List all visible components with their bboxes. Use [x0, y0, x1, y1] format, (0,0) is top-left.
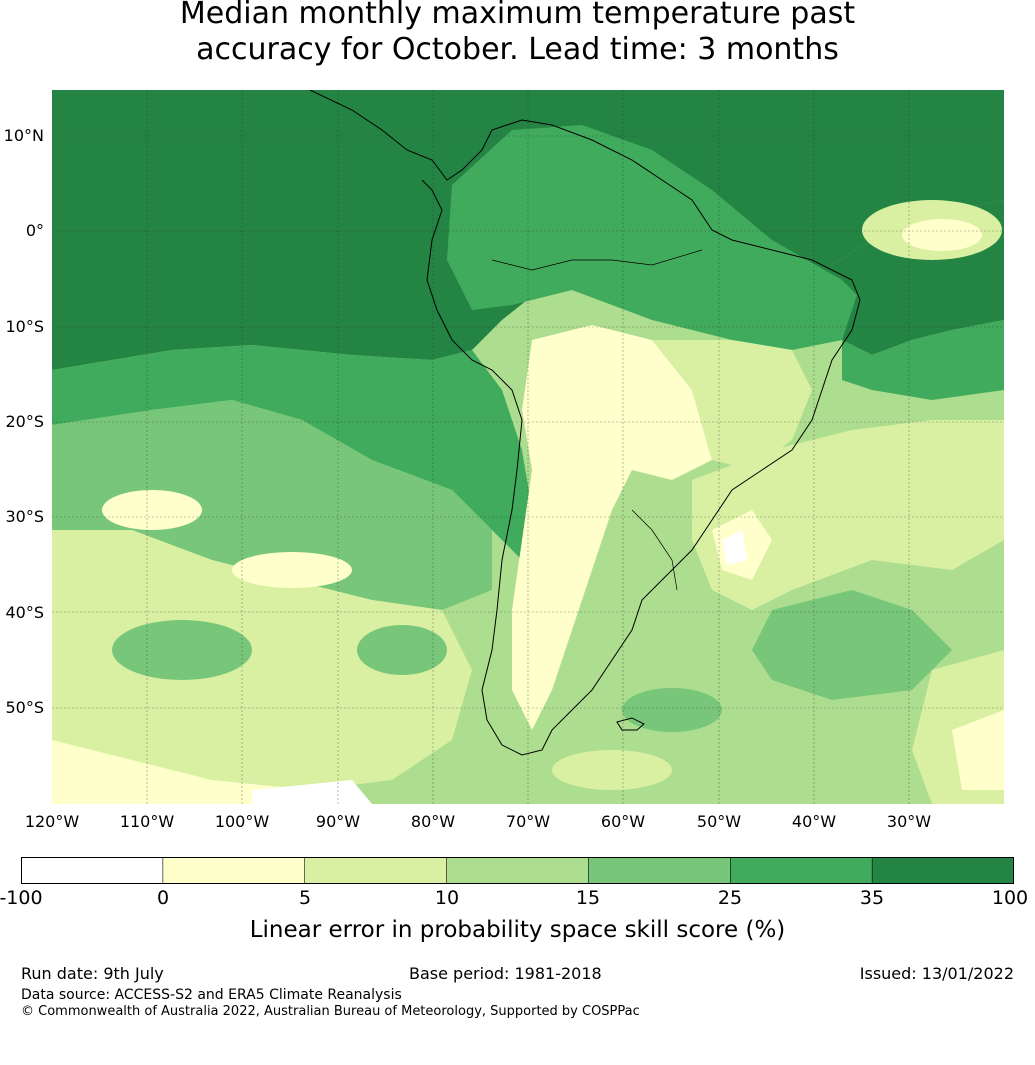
colorbar-segment — [588, 857, 731, 884]
lon-label: 100°W — [214, 812, 270, 831]
south-atlantic-light-field — [692, 420, 1004, 610]
run-date: Run date: 9th July — [21, 964, 164, 983]
colorbar-segment — [304, 857, 448, 884]
lon-label: 30°W — [886, 812, 932, 831]
copyright-notice: © Commonwealth of Australia 2022, Austra… — [21, 1004, 640, 1019]
central-light-field — [512, 325, 712, 730]
issued-date: Issued: 13/01/2022 — [859, 964, 1014, 983]
colorbar-tick: 35 — [859, 887, 885, 909]
lon-label: 40°W — [791, 812, 837, 831]
colorbar-segment — [446, 857, 589, 884]
graticule — [52, 90, 1004, 804]
colorbar-segment — [730, 857, 873, 884]
colorbar-tick: 5 — [298, 887, 312, 909]
colorbar-tick: -100 — [0, 887, 43, 909]
colorbar-segment — [872, 857, 1014, 884]
lon-label: 90°W — [315, 812, 361, 831]
lat-label: 10°N — [3, 126, 44, 145]
pacific-green-band — [52, 345, 532, 560]
amazon-green-field — [447, 125, 857, 350]
colorbar-segment — [162, 857, 306, 884]
colorbar-tick: 10 — [434, 887, 460, 909]
lat-label: 40°S — [5, 603, 44, 622]
south-pacific-mid-band — [52, 400, 492, 610]
lat-label: 20°S — [5, 412, 44, 431]
colorbar-segment — [21, 857, 164, 884]
title-line-2: accuracy for October. Lead time: 3 month… — [196, 32, 839, 67]
south-pacific-light-field — [52, 530, 472, 790]
skill-score-map — [52, 90, 1004, 804]
lon-label: 60°W — [600, 812, 646, 831]
lat-label: 0° — [25, 221, 44, 240]
lat-label: 30°S — [5, 507, 44, 526]
colorbar-tick: 25 — [717, 887, 743, 909]
map-title: Median monthly maximum temperature past … — [0, 0, 1035, 68]
data-source: Data source: ACCESS-S2 and ERA5 Climate … — [21, 987, 402, 1003]
lon-label: 70°W — [505, 812, 551, 831]
lon-label: 120°W — [24, 812, 80, 831]
lon-label: 80°W — [410, 812, 456, 831]
colorbar-tick: 0 — [156, 887, 170, 909]
atlantic-green-band — [842, 320, 1004, 400]
lat-label: 50°S — [5, 698, 44, 717]
title-line-1: Median monthly maximum temperature past — [179, 0, 856, 31]
colorbar — [21, 857, 1014, 884]
colorbar-title: Linear error in probability space skill … — [249, 917, 786, 943]
base-period: Base period: 1981-2018 — [409, 964, 602, 983]
lon-label: 50°W — [696, 812, 742, 831]
lon-label: 110°W — [119, 812, 175, 831]
lat-label: 10°S — [5, 317, 44, 336]
colorbar-tick: 100 — [991, 887, 1029, 909]
colorbar-tick: 15 — [575, 887, 601, 909]
coastline — [309, 90, 861, 756]
brazil-light-green — [652, 340, 812, 470]
